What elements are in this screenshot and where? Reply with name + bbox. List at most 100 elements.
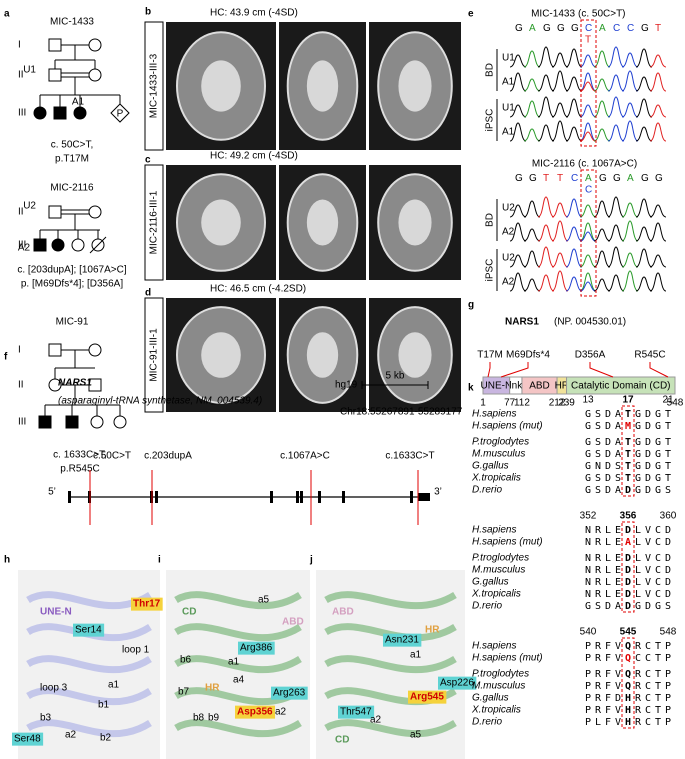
residue: G [655, 461, 661, 472]
residue: P [585, 717, 591, 728]
residue: N [595, 461, 601, 472]
residue: D [625, 589, 631, 600]
domain: HR [555, 381, 569, 392]
residue: C [645, 717, 651, 728]
trace [565, 126, 583, 142]
residue: D [605, 409, 611, 420]
residue-position: 112 [514, 398, 530, 409]
base: G [655, 173, 663, 184]
residue: R [635, 681, 642, 692]
trace [551, 220, 569, 242]
structure-label: a2 [370, 715, 382, 726]
base: C [571, 173, 578, 184]
residue: D [605, 485, 611, 496]
residue: G [655, 449, 661, 460]
trace [509, 54, 527, 68]
residue: Asp226 [440, 678, 474, 689]
residue: L [635, 577, 641, 588]
residue: T [665, 461, 671, 472]
individual-id: A1 [72, 97, 85, 108]
residue-number: 356 [620, 511, 637, 522]
family-name: MIC-91 [56, 317, 89, 328]
scale-bar: 5 kb [386, 371, 405, 382]
ribbon [26, 719, 152, 738]
shape [621, 521, 635, 613]
residue: V [645, 537, 651, 548]
residue: C [655, 589, 661, 600]
residue: V [615, 669, 621, 680]
brain [306, 332, 339, 378]
base: T [557, 173, 563, 184]
species: D.rerio [472, 601, 502, 612]
domain: lnk [509, 381, 523, 392]
residue: E [615, 577, 621, 588]
residue: R [595, 681, 602, 692]
species: X.tropicalis [471, 589, 521, 600]
residue: S [595, 601, 601, 612]
variant: c.50C>T [93, 451, 131, 462]
structure-label: ABD [332, 607, 354, 618]
variant: c.1067A>C [280, 451, 330, 462]
residue-position: 548 [667, 398, 684, 409]
trace [621, 70, 639, 92]
shape [38, 415, 52, 429]
mutation: R545C [634, 350, 665, 361]
base: G [599, 173, 607, 184]
trace [635, 248, 653, 268]
residue: D [615, 693, 621, 704]
sample-group: iPSC [485, 259, 496, 282]
brain [398, 332, 432, 378]
base: G [515, 173, 523, 184]
residue: G [655, 485, 661, 496]
shape [410, 491, 413, 503]
residue: S [665, 485, 671, 496]
base: A [585, 173, 592, 184]
trace [537, 96, 555, 118]
residue: Thr547 [340, 707, 372, 718]
residue: Q [625, 681, 631, 692]
shape [73, 623, 105, 637]
shape [113, 415, 127, 429]
base: A [627, 173, 634, 184]
trace [649, 54, 667, 68]
residue: Q [625, 653, 631, 664]
residue: S [595, 485, 601, 496]
residue: D [645, 449, 651, 460]
residue: D [645, 409, 651, 420]
residue: G [635, 409, 641, 420]
shape [12, 732, 44, 746]
shape [48, 68, 62, 82]
variant: c. 50C>T, [51, 140, 94, 151]
residue: C [645, 669, 651, 680]
mutation-line [487, 362, 491, 378]
sample: A2 [502, 277, 515, 288]
trace [523, 228, 541, 242]
residue: G [635, 473, 641, 484]
shape [144, 297, 164, 413]
residue: G [635, 421, 641, 432]
trace [537, 196, 555, 218]
structure-label: b8 [193, 713, 205, 724]
residue: S [615, 473, 621, 484]
trace [509, 122, 527, 142]
residue: F [605, 717, 611, 728]
base: C [585, 23, 592, 34]
head-circumference: HC: 49.2 cm (-4SD) [210, 151, 298, 162]
residue: Arg263 [273, 688, 306, 699]
trace [565, 248, 583, 268]
ribbon [174, 655, 302, 674]
ribbon [26, 687, 152, 706]
residue: T [655, 693, 661, 704]
shape [270, 491, 273, 503]
residue: Ser14 [75, 625, 102, 636]
residue: N [585, 537, 591, 548]
trace [509, 272, 527, 292]
residue: P [585, 705, 591, 716]
residue: T [665, 409, 671, 420]
panel-label: i [158, 555, 161, 566]
species: H.sapiens [472, 641, 516, 652]
residue: T [665, 473, 671, 484]
